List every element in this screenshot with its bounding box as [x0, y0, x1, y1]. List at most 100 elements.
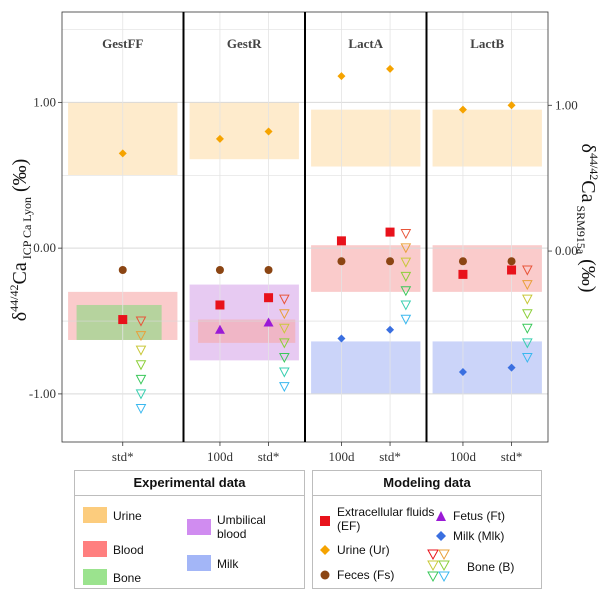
x-tick-label: std* [112, 449, 134, 464]
legend-label-umbilical-blood: Umbilical blood [217, 513, 266, 541]
bone-point [135, 316, 147, 327]
legend-experimental: Experimental data Urine Blood Bone Umbil… [74, 470, 305, 589]
band-blood [311, 245, 421, 292]
bone-point [522, 338, 533, 349]
panel-title: GestFF [102, 36, 143, 51]
bone-point [522, 323, 533, 334]
urine-point [215, 134, 224, 143]
legend-key-blood [83, 541, 107, 557]
bone-point [522, 309, 533, 320]
diamond-marker-icon [436, 531, 446, 541]
bone-point [279, 309, 290, 320]
bone-point [279, 338, 290, 349]
feces-point [215, 266, 224, 274]
band-milk [311, 341, 421, 394]
feces-point [458, 257, 467, 266]
legend-label-urine: Urine [113, 509, 142, 523]
circle-marker-icon [320, 570, 330, 580]
bone-triangles-icon [427, 549, 450, 583]
legend-label-fetus: Fetus (Ft) [453, 509, 506, 523]
y-tick-label-right: 0.00 [555, 243, 578, 258]
bone-point [400, 271, 412, 282]
bone-point [522, 352, 533, 364]
legend-label-bone: Bone [113, 571, 142, 585]
bone-point [522, 294, 533, 305]
legend-label-blood: Blood [113, 543, 144, 557]
band-urine [311, 109, 421, 167]
ef-point [385, 227, 395, 237]
bone-point [400, 314, 412, 325]
urine-point [458, 105, 467, 114]
band-blood [198, 319, 296, 343]
legend-key-bone [83, 569, 107, 585]
band-milk [432, 341, 542, 394]
points-layer [118, 64, 533, 415]
x-tick-label: 100d [207, 449, 234, 464]
bone-point [135, 360, 147, 371]
milk-point [507, 363, 516, 372]
feces-point [507, 257, 516, 266]
triangle-marker-icon [436, 511, 446, 521]
bone-point [522, 280, 533, 291]
bone-point [279, 352, 290, 364]
bone-point [522, 265, 533, 276]
y-axis-label-left: δ44/42Ca ICP Ca Lyon (‰) [7, 159, 34, 322]
band-urine [189, 102, 299, 160]
bone-point [135, 403, 147, 415]
feces-point [386, 257, 395, 266]
panel-title: LactA [348, 36, 383, 51]
ef-point [458, 269, 468, 279]
band-urine [432, 109, 542, 167]
legend-key-umbilical-blood [187, 519, 211, 535]
milk-point [458, 368, 467, 377]
legend-label-milk: Milk [217, 557, 239, 571]
legend-modeling-title: Modeling data [383, 475, 471, 490]
urine-point [507, 101, 516, 110]
x-tick-label: 100d [450, 449, 477, 464]
feces-point [118, 266, 127, 274]
diamond-marker-icon [320, 545, 330, 555]
urine-point [386, 64, 395, 73]
x-tick-label: std* [379, 449, 401, 464]
bone-point [400, 300, 412, 311]
urine-point [118, 149, 127, 158]
bone-point [400, 257, 412, 268]
panel-title: LactB [470, 36, 504, 51]
ef-point [118, 315, 128, 325]
legend-label-ef: Extracellular fluids (EF) [337, 505, 435, 533]
bone-point [135, 331, 147, 342]
legend-experimental-title: Experimental data [133, 475, 246, 490]
bone-point [279, 367, 290, 378]
panel-title: GestR [227, 36, 262, 51]
square-marker-icon [320, 516, 330, 526]
fetus-point [263, 317, 274, 327]
bone-point [135, 345, 147, 356]
legend-label-urine-model: Urine (Ur) [337, 543, 390, 557]
urine-point [337, 72, 346, 81]
legend-label-bone-model: Bone (B) [467, 560, 515, 574]
y-tick-label-right: 1.00 [555, 97, 578, 112]
legend-label-milk-model: Milk (Mlk) [453, 529, 505, 543]
bone-point [279, 382, 290, 393]
feces-point [264, 266, 273, 274]
x-tick-label: 100d [328, 449, 355, 464]
ef-point [507, 265, 517, 275]
bone-point [135, 389, 147, 400]
y-tick-label-left: 0.00 [33, 240, 56, 255]
bone-point [279, 323, 290, 334]
milk-point [337, 334, 346, 343]
bone-point [400, 286, 412, 297]
ef-point [336, 236, 346, 246]
chart-svg: GestFF std* GestR 100d std* LactA 100d std* Lact… [7, 11, 601, 464]
ef-point [215, 300, 225, 310]
legend-label-feces: Feces (Fs) [337, 568, 395, 582]
bone-point [400, 243, 412, 254]
bone-point [135, 374, 147, 385]
y-tick-label-left: 1.00 [33, 94, 56, 109]
milk-point [386, 325, 395, 334]
legend-key-milk [187, 555, 211, 571]
axes-layer: GestFF std* GestR 100d std* LactA 100d std* Lact… [7, 11, 601, 464]
fetus-point [214, 324, 225, 334]
y-tick-label-left: -1.00 [29, 386, 56, 401]
bone-point [400, 229, 412, 240]
